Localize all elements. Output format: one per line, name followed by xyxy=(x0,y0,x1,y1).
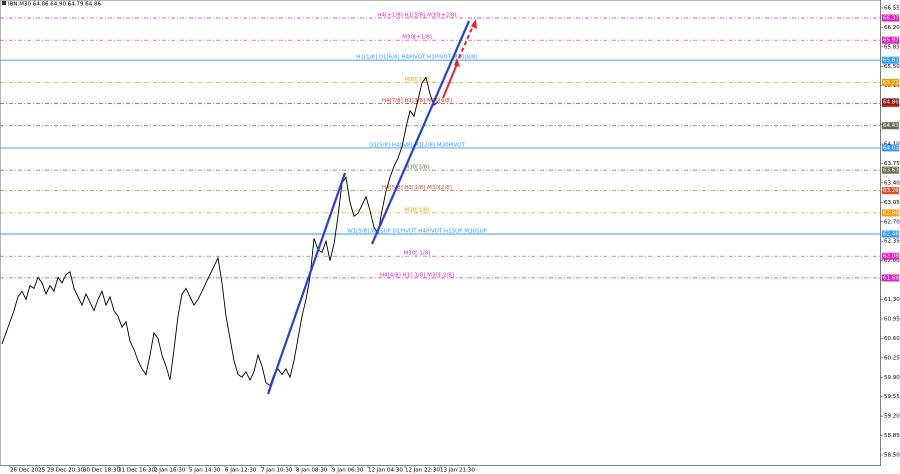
arrow-head xyxy=(471,19,477,29)
level-price-box xyxy=(882,78,899,86)
level-price: 63.26 xyxy=(883,188,899,194)
y-tick-label: 60.25 xyxy=(884,355,900,361)
price-line xyxy=(1,76,439,387)
x-tick-label: 12 Jan 22:30 xyxy=(405,468,440,474)
current-price-box xyxy=(882,98,899,106)
level-price-box xyxy=(882,56,899,64)
level-price: 65.61 xyxy=(883,58,899,64)
y-tick-label: 65.15 xyxy=(884,83,900,89)
y-tick-label: 62.00 xyxy=(884,258,900,264)
level-label: D1[5/8] H4[6/8] H1[2/8] M30PIVOT xyxy=(369,142,465,148)
level-price-box xyxy=(882,36,899,44)
level-price-box xyxy=(882,274,899,282)
current-price: 64.86 xyxy=(883,99,899,105)
level-label: H4[4/8] H1[-1/8] M30[-2/8] xyxy=(380,272,454,278)
x-tick-label: 8 Jan 08:30 xyxy=(296,468,328,474)
level-label: M30[+1/8] xyxy=(402,35,432,41)
level-price: 62.48 xyxy=(883,232,899,238)
x-tick-label: 29 Dec 20:30 xyxy=(47,468,84,474)
level-price: 62.86 xyxy=(883,210,899,216)
level-price: 62.08 xyxy=(883,254,899,260)
trend-line xyxy=(370,20,471,245)
y-tick-label: 63.40 xyxy=(884,180,900,186)
level-price-box xyxy=(882,122,899,130)
x-tick-label: 12 Jan 04:30 xyxy=(368,468,403,474)
arrow-head xyxy=(454,58,460,67)
level-label: H4[7/8] H1[3/8] M30[6/8] xyxy=(382,98,452,104)
level-price: 61.69 xyxy=(883,275,899,281)
symbol-icon xyxy=(2,1,6,5)
plot xyxy=(1,76,439,387)
x-tick-label: 9 Jan 06:30 xyxy=(332,468,364,474)
y-tick-label: 65.50 xyxy=(884,64,900,70)
level-label: M30[-1/8] xyxy=(404,251,431,257)
level-price-box xyxy=(882,230,899,238)
chart-title: IBN,M30 64.86 64.90 64.79 64.86 xyxy=(8,2,101,8)
y-tick-label: 59.55 xyxy=(884,394,900,400)
level-label: H4[+1/8] H1[5/8] M30[+2/8] xyxy=(377,12,456,18)
y-tick-label: 62.35 xyxy=(884,239,900,245)
y-tick-label: 59.90 xyxy=(884,375,900,381)
y-tick-label: 63.75 xyxy=(884,161,900,167)
level-price: 65.97 xyxy=(883,38,899,44)
trend-line xyxy=(266,172,347,395)
y-tick-label: 62.70 xyxy=(884,219,900,225)
x-tick-label: 26 Dec 2025 xyxy=(10,468,46,474)
x-tick-label: 5 Jan 14:30 xyxy=(189,468,221,474)
x-tick-label: 31 Dec 16:30 xyxy=(118,468,155,474)
level-label: M30[3/8] xyxy=(405,165,430,171)
level-label: H1[1/8] D1[6/8] H4PIVOT H1PIVOT M30[8/8] xyxy=(356,55,477,61)
level-price-box xyxy=(882,14,899,22)
level-price-box xyxy=(882,166,899,174)
x-tick-label: 6 Jan 12:30 xyxy=(225,468,257,474)
y-tick-label: 58.85 xyxy=(884,433,900,439)
x-tick-label: 30 Dec 18:30 xyxy=(83,468,120,474)
level-price: 66.37 xyxy=(883,15,899,21)
y-tick-label: 66.20 xyxy=(884,25,900,31)
x-tick-label: 7 Jan 10:30 xyxy=(261,468,293,474)
plot-frame xyxy=(0,0,881,466)
level-price-box xyxy=(882,187,899,195)
y-tick-label: 60.60 xyxy=(884,336,900,342)
level-price: 63.63 xyxy=(883,168,899,174)
level-price: 64.43 xyxy=(883,123,899,129)
y-tick-label: 66.55 xyxy=(884,5,900,11)
x-tick-label: 2 Jan 16:30 xyxy=(154,468,186,474)
level-label: M30[7/8] xyxy=(405,77,430,83)
x-tick-label: 13 Jan 21:30 xyxy=(440,468,475,474)
level-label: H4[5/8] H1[1/8] M30[2/8] xyxy=(382,185,452,191)
level-price-box xyxy=(882,209,899,217)
level-price: 64.03 xyxy=(883,145,899,151)
y-tick-label: 59.20 xyxy=(884,414,900,420)
forecast-arrow xyxy=(442,63,458,99)
levels: H4[+1/8] H1[5/8] M30[+2/8] M30[+1/8] H1[1/… xyxy=(0,12,880,278)
forecast-arrow xyxy=(458,25,474,59)
level-price: 65.21 xyxy=(883,80,899,86)
y-tick-label: 65.85 xyxy=(884,44,900,50)
level-price-box xyxy=(882,144,899,152)
level-price-box xyxy=(882,252,899,260)
y-tick-label: 61.30 xyxy=(884,297,900,303)
level-label: W1[5/8] W1SUP D1PIVOT H4PIVOT H1SUP M30S… xyxy=(347,229,487,235)
level-label: M30[1/8] xyxy=(405,207,430,213)
y-tick-label: 63.05 xyxy=(884,200,900,206)
y-tick-label: 60.95 xyxy=(884,316,900,322)
y-tick-label: 58.50 xyxy=(884,453,900,459)
